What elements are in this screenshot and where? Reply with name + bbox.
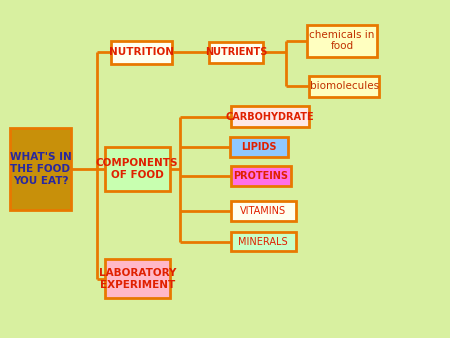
FancyBboxPatch shape	[209, 42, 263, 63]
Text: VITAMINS: VITAMINS	[240, 206, 286, 216]
Text: chemicals in
food: chemicals in food	[309, 30, 375, 51]
Text: WHAT'S IN
THE FOOD
YOU EAT?: WHAT'S IN THE FOOD YOU EAT?	[9, 152, 72, 186]
FancyBboxPatch shape	[230, 106, 310, 127]
FancyBboxPatch shape	[307, 25, 377, 57]
FancyBboxPatch shape	[104, 147, 170, 191]
FancyBboxPatch shape	[104, 260, 170, 298]
FancyBboxPatch shape	[112, 41, 172, 64]
FancyBboxPatch shape	[230, 137, 288, 157]
Text: COMPONENTS
OF FOOD: COMPONENTS OF FOOD	[96, 158, 179, 180]
FancyBboxPatch shape	[310, 76, 379, 97]
Text: CARBOHYDRATE: CARBOHYDRATE	[226, 112, 314, 122]
FancyBboxPatch shape	[230, 166, 292, 186]
FancyBboxPatch shape	[230, 232, 296, 251]
Text: biomolecules: biomolecules	[310, 81, 379, 91]
Text: LABORATORY
EXPERIMENT: LABORATORY EXPERIMENT	[99, 268, 176, 290]
Text: NUTRITION: NUTRITION	[109, 47, 174, 57]
Text: PROTEINS: PROTEINS	[234, 171, 288, 181]
Text: LIPIDS: LIPIDS	[241, 142, 276, 152]
FancyBboxPatch shape	[10, 128, 71, 210]
Text: NUTRIENTS: NUTRIENTS	[205, 47, 267, 57]
Text: MINERALS: MINERALS	[238, 237, 288, 247]
FancyBboxPatch shape	[230, 201, 296, 221]
